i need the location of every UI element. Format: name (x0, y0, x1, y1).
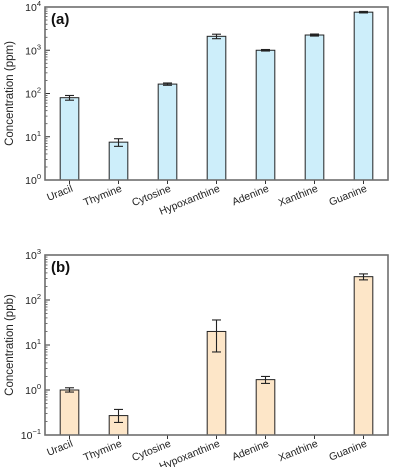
x-tick-label-uracil: Uracil (45, 183, 74, 204)
error-bar-guanine (359, 273, 368, 281)
x-tick-label-xanthine: Xanthine (277, 438, 320, 465)
y-tick-exponent: 0 (37, 172, 41, 181)
y-tick-exponent: 2 (37, 86, 41, 95)
error-bar-cytosine (163, 82, 172, 86)
error-bar-uracil (65, 94, 74, 101)
y-tick-label: 100 (25, 172, 41, 187)
y-tick-label: 103 (25, 247, 41, 262)
y-tick-exponent: 0 (37, 382, 41, 391)
y-tick-exponent: 4 (37, 0, 41, 8)
y-tick-base: 10 (25, 2, 37, 14)
bar-adenine (255, 49, 276, 181)
bar-guanine (353, 11, 374, 181)
y-tick-base: 10 (25, 385, 37, 397)
y-tick-base: 10 (25, 340, 37, 352)
error-bar-adenine (261, 48, 270, 52)
bar-uracil (59, 97, 80, 181)
y-tick-exponent: −1 (32, 427, 41, 436)
error-bar-hypoxanthine (212, 319, 221, 353)
y-tick-base: 10 (25, 175, 37, 187)
x-tick-label-thymine: Thymine (82, 183, 124, 209)
plot-frame (44, 6, 389, 181)
x-tick-label-adenine: Adenine (230, 438, 270, 464)
y-axis-label: Concentration (ppm) (4, 41, 16, 146)
bar-uracil (59, 389, 80, 436)
x-tick-label-xanthine: Xanthine (277, 183, 320, 210)
y-tick-label: 101 (25, 337, 41, 352)
y-tick-exponent: 3 (37, 42, 41, 51)
bar-guanine (353, 276, 374, 436)
panel-label: (a) (51, 11, 69, 28)
x-tick-label-uracil: Uracil (45, 438, 74, 459)
y-tick-label: 104 (25, 0, 41, 14)
error-bar-thymine (114, 408, 123, 424)
y-tick-exponent: 2 (37, 292, 41, 301)
y-tick-label: 100 (25, 382, 41, 397)
y-tick-base: 10 (25, 89, 37, 101)
error-bar-hypoxanthine (212, 33, 221, 40)
y-tick-label: 101 (25, 129, 41, 144)
x-tick-label-guanine: Guanine (327, 183, 368, 209)
y-axis-label: Concentration (ppb) (4, 294, 16, 396)
y-tick-exponent: 3 (37, 247, 41, 256)
y-tick-base: 10 (21, 430, 33, 442)
panel-label: (b) (51, 259, 70, 276)
y-tick-exponent: 1 (37, 129, 41, 138)
bar-thymine (108, 141, 129, 181)
bar-cytosine (157, 83, 178, 181)
error-bar-xanthine (310, 33, 319, 37)
y-tick-label: 103 (25, 42, 41, 57)
error-bar-guanine (359, 10, 368, 14)
plot-frame (44, 254, 389, 436)
y-tick-base: 10 (25, 132, 37, 144)
y-tick-exponent: 1 (37, 337, 41, 346)
y-tick-base: 10 (25, 45, 37, 57)
error-bar-adenine (261, 375, 270, 384)
y-tick-label: 102 (25, 292, 41, 307)
error-bar-thymine (114, 138, 123, 147)
bar-adenine (255, 379, 276, 436)
x-tick-label-guanine: Guanine (327, 438, 368, 464)
x-tick-label-thymine: Thymine (82, 438, 124, 464)
y-tick-base: 10 (25, 295, 37, 307)
y-tick-label: 102 (25, 86, 41, 101)
y-tick-base: 10 (25, 250, 37, 262)
error-bar-uracil (65, 387, 74, 393)
bar-xanthine (304, 34, 325, 181)
y-tick-label: 10−1 (21, 427, 41, 442)
x-tick-label-adenine: Adenine (230, 183, 270, 209)
bar-hypoxanthine (206, 35, 227, 181)
